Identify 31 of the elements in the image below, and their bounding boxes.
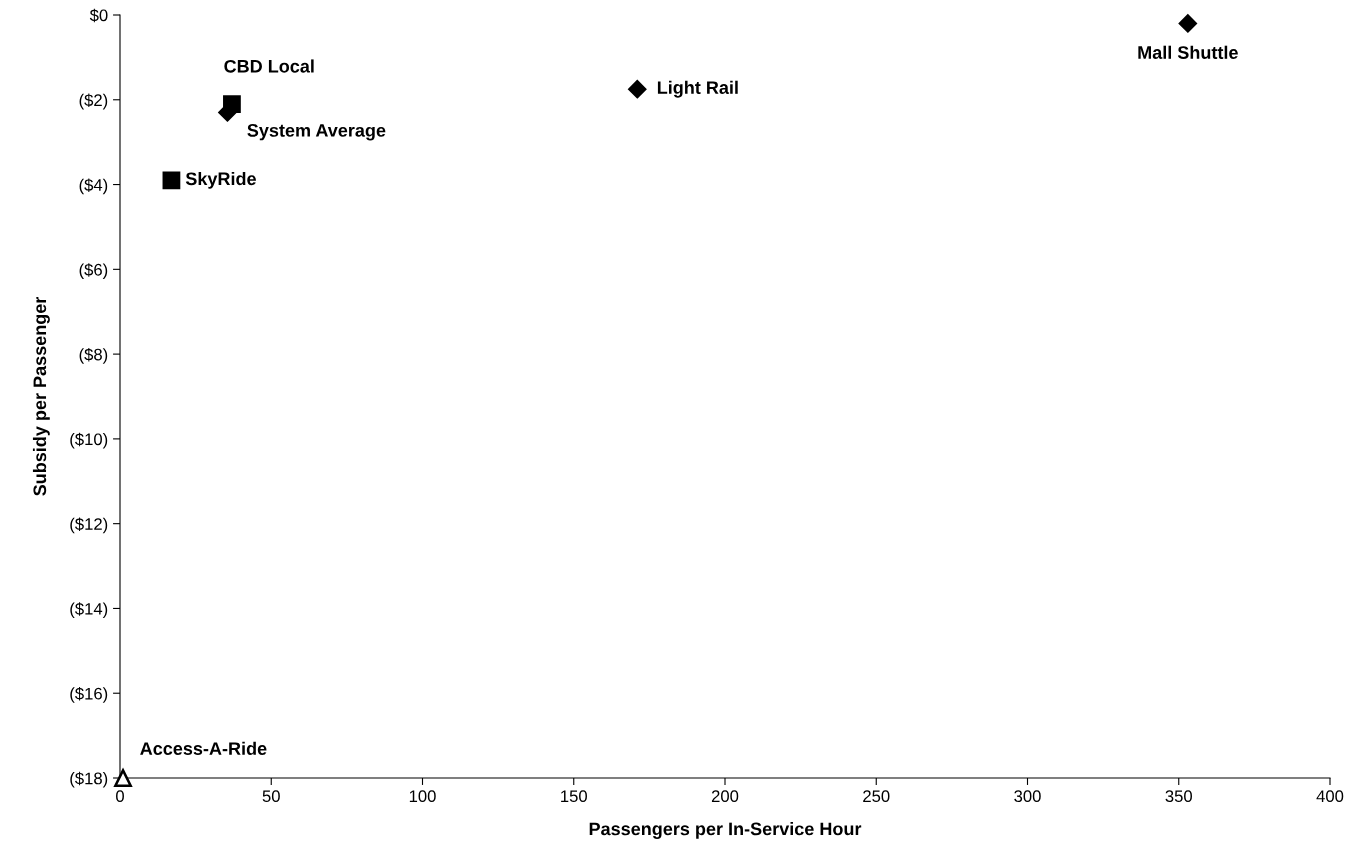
series-label: Access-A-Ride	[140, 741, 267, 755]
x-tick-label: 350	[1165, 790, 1192, 803]
y-tick-label: ($6)	[79, 263, 108, 279]
series-label: SkyRide	[185, 171, 256, 189]
y-tick-label: ($8)	[79, 347, 108, 364]
x-axis-title: Passengers per In-Service Hour	[589, 822, 862, 839]
x-tick-label: 150	[561, 790, 587, 803]
point	[162, 171, 181, 190]
y-tick-label: ($18)	[70, 771, 108, 788]
y-tick-label: ($2)	[79, 93, 108, 110]
x-tick-label: 200	[711, 790, 739, 803]
y-tick-label: ($10)	[70, 432, 108, 449]
point	[628, 80, 647, 99]
y-tick-label: ($16)	[70, 687, 108, 703]
x-tick-label: 50	[262, 790, 280, 803]
y-tick-label: ($14)	[70, 602, 108, 619]
y-tick-label: $0	[89, 8, 108, 23]
series-label: System Average	[247, 124, 386, 141]
series-label: CBD Local	[224, 59, 314, 73]
series-label: Light Rail	[657, 80, 738, 98]
x-tick-label: 250	[863, 790, 890, 803]
x-tick-label: 300	[1014, 790, 1041, 803]
series-label: Mall Shuttle	[1138, 45, 1238, 59]
y-tick-label: ($4)	[79, 178, 108, 195]
x-tick-label: 400	[1316, 790, 1344, 803]
x-tick-label: 100	[409, 790, 436, 803]
y-tick-label: ($12)	[70, 517, 108, 534]
y-axis-title: Subsidy per Passenger	[32, 296, 50, 496]
point	[1178, 14, 1197, 33]
point	[114, 769, 132, 787]
x-tick-label: 0	[116, 790, 124, 803]
